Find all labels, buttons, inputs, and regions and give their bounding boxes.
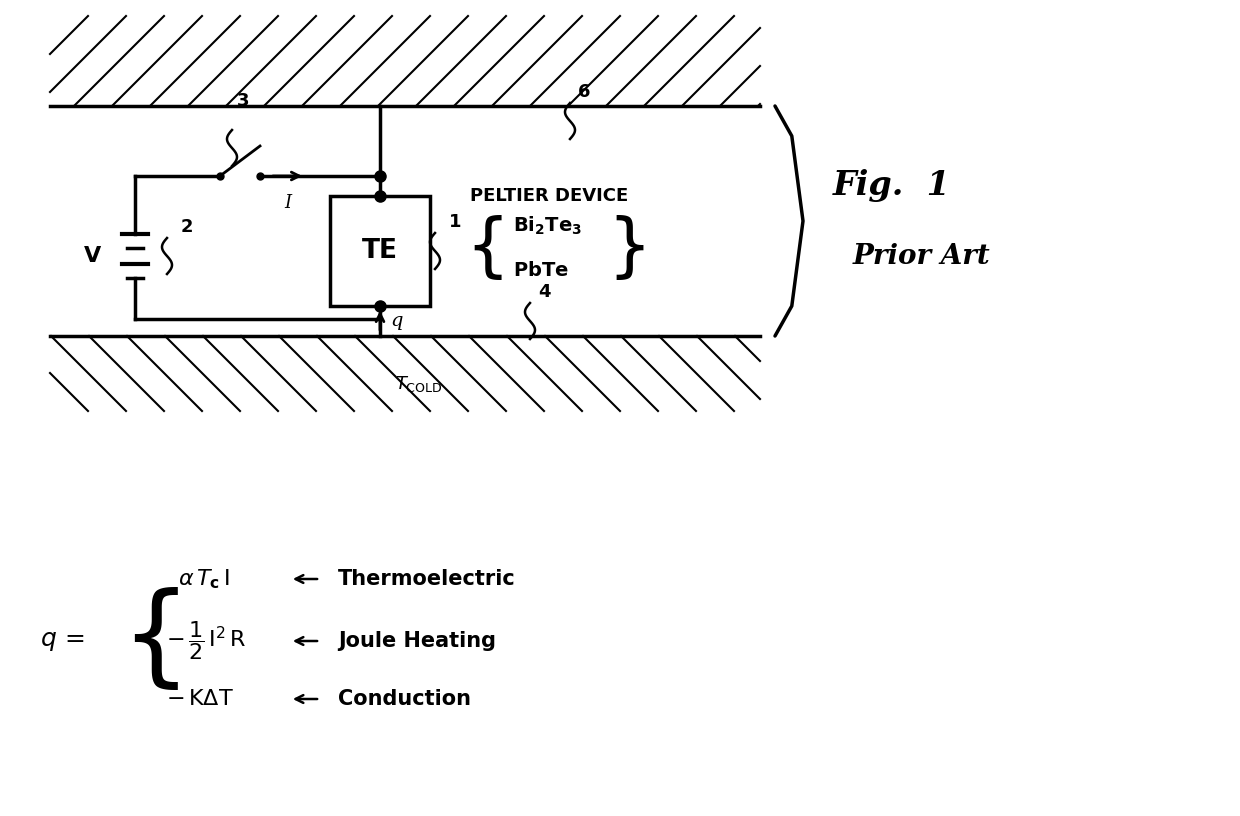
Bar bbox=[330, 196, 430, 306]
Text: $\mathbf{Bi_2Te_3}$: $\mathbf{Bi_2Te_3}$ bbox=[513, 215, 582, 237]
Text: $\{$: $\{$ bbox=[120, 588, 179, 694]
Text: $\alpha\, T_{\mathbf{c}}\, \mathrm{I}$: $\alpha\, T_{\mathbf{c}}\, \mathrm{I}$ bbox=[179, 567, 229, 591]
Text: q: q bbox=[391, 312, 403, 330]
Text: TE: TE bbox=[362, 238, 398, 264]
Text: I: I bbox=[284, 194, 291, 212]
Text: $\}$: $\}$ bbox=[608, 214, 645, 282]
Text: Prior Art: Prior Art bbox=[853, 242, 991, 269]
Text: $\{$: $\{$ bbox=[465, 214, 502, 282]
Text: Conduction: Conduction bbox=[339, 689, 471, 709]
Text: $T_{\rm COLD}$: $T_{\rm COLD}$ bbox=[396, 374, 443, 394]
Text: Joule Heating: Joule Heating bbox=[339, 631, 496, 651]
Text: 3: 3 bbox=[237, 92, 249, 110]
Text: $-\, \dfrac{1}{2}\, \mathrm{I}^2\, \mathrm{R}$: $-\, \dfrac{1}{2}\, \mathrm{I}^2\, \math… bbox=[166, 619, 247, 663]
Text: $-\, \mathrm{K}\Delta\mathrm{T}$: $-\, \mathrm{K}\Delta\mathrm{T}$ bbox=[166, 689, 234, 709]
Text: 4: 4 bbox=[538, 283, 551, 301]
Text: 2: 2 bbox=[181, 218, 193, 236]
Text: Fig.  1: Fig. 1 bbox=[833, 170, 951, 202]
Text: $\mathbf{PbTe}$: $\mathbf{PbTe}$ bbox=[513, 260, 569, 280]
Text: PELTIER DEVICE: PELTIER DEVICE bbox=[470, 187, 629, 205]
Text: $q\, =$: $q\, =$ bbox=[40, 629, 86, 653]
Text: Thermoelectric: Thermoelectric bbox=[339, 569, 516, 589]
Text: V: V bbox=[84, 246, 102, 266]
Text: 1: 1 bbox=[449, 213, 461, 231]
Text: 6: 6 bbox=[578, 83, 590, 101]
